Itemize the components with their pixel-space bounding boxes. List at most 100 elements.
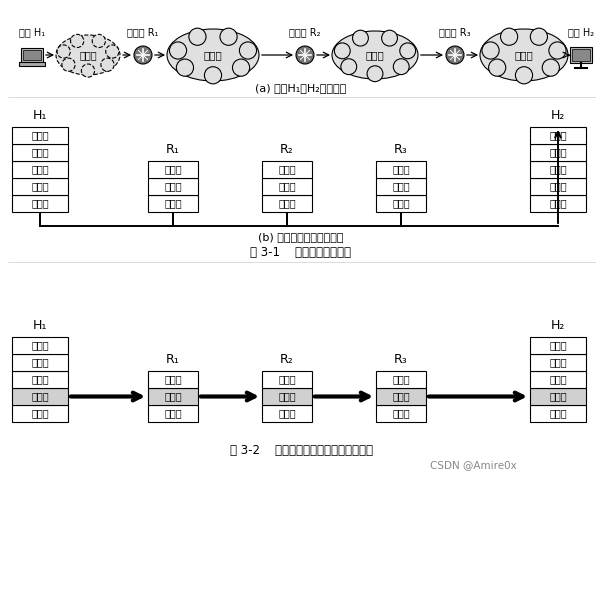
FancyBboxPatch shape bbox=[376, 178, 426, 195]
Text: 主机 H₂: 主机 H₂ bbox=[568, 27, 594, 37]
Circle shape bbox=[500, 28, 518, 45]
Circle shape bbox=[482, 42, 499, 59]
FancyBboxPatch shape bbox=[12, 161, 68, 178]
FancyBboxPatch shape bbox=[148, 161, 198, 178]
Text: 应用层: 应用层 bbox=[31, 340, 49, 351]
Text: 链路层: 链路层 bbox=[31, 392, 49, 401]
FancyBboxPatch shape bbox=[12, 388, 68, 405]
Text: 物理层: 物理层 bbox=[278, 409, 296, 418]
FancyBboxPatch shape bbox=[376, 195, 426, 212]
Circle shape bbox=[296, 46, 314, 64]
FancyBboxPatch shape bbox=[12, 178, 68, 195]
Text: 链路层: 链路层 bbox=[392, 392, 410, 401]
Circle shape bbox=[220, 28, 237, 45]
Circle shape bbox=[488, 59, 506, 76]
FancyBboxPatch shape bbox=[262, 178, 312, 195]
FancyBboxPatch shape bbox=[12, 337, 68, 354]
Text: 运输层: 运输层 bbox=[549, 148, 567, 157]
Text: 链路层: 链路层 bbox=[549, 182, 567, 192]
FancyBboxPatch shape bbox=[19, 62, 45, 66]
Text: 物理层: 物理层 bbox=[549, 198, 567, 209]
Text: 网络层: 网络层 bbox=[164, 165, 182, 174]
FancyBboxPatch shape bbox=[148, 178, 198, 195]
FancyBboxPatch shape bbox=[376, 161, 426, 178]
Circle shape bbox=[516, 66, 532, 84]
Text: R₂: R₂ bbox=[280, 353, 294, 366]
Text: 路由器 R₃: 路由器 R₃ bbox=[439, 27, 471, 37]
Text: 物理层: 物理层 bbox=[392, 409, 410, 418]
FancyBboxPatch shape bbox=[262, 371, 312, 388]
Circle shape bbox=[542, 59, 560, 76]
Text: H₁: H₁ bbox=[33, 319, 47, 332]
FancyBboxPatch shape bbox=[530, 337, 586, 354]
FancyBboxPatch shape bbox=[570, 47, 592, 63]
Text: 局域网: 局域网 bbox=[514, 50, 534, 60]
Circle shape bbox=[57, 45, 71, 58]
FancyBboxPatch shape bbox=[376, 371, 426, 388]
Text: 物理层: 物理层 bbox=[392, 198, 410, 209]
Text: 物理层: 物理层 bbox=[164, 409, 182, 418]
FancyBboxPatch shape bbox=[530, 388, 586, 405]
Text: 网络层: 网络层 bbox=[31, 375, 49, 384]
Text: 物理层: 物理层 bbox=[31, 198, 49, 209]
Text: 主机 H₁: 主机 H₁ bbox=[19, 27, 45, 37]
Text: R₁: R₁ bbox=[166, 143, 180, 156]
FancyBboxPatch shape bbox=[530, 371, 586, 388]
Text: 电话网: 电话网 bbox=[79, 50, 97, 60]
Circle shape bbox=[382, 30, 397, 46]
Text: 链路层: 链路层 bbox=[392, 182, 410, 192]
Text: R₃: R₃ bbox=[394, 353, 408, 366]
Text: 物理层: 物理层 bbox=[278, 198, 296, 209]
Circle shape bbox=[189, 28, 206, 45]
Circle shape bbox=[81, 64, 95, 77]
Ellipse shape bbox=[480, 29, 568, 81]
Text: H₂: H₂ bbox=[551, 319, 565, 332]
Text: 网络层: 网络层 bbox=[549, 165, 567, 174]
Text: 应用层: 应用层 bbox=[549, 131, 567, 140]
FancyBboxPatch shape bbox=[262, 405, 312, 422]
Circle shape bbox=[353, 30, 368, 46]
Ellipse shape bbox=[332, 31, 418, 79]
Text: 图 3-2    只考虑数据在数据链路层的流动: 图 3-2 只考虑数据在数据链路层的流动 bbox=[230, 443, 373, 456]
Circle shape bbox=[530, 28, 548, 45]
Circle shape bbox=[341, 59, 357, 74]
Ellipse shape bbox=[167, 29, 259, 81]
Circle shape bbox=[62, 58, 75, 71]
Text: (a) 主机H₁向H₂发送数据: (a) 主机H₁向H₂发送数据 bbox=[256, 83, 347, 93]
Circle shape bbox=[233, 59, 250, 76]
Circle shape bbox=[92, 34, 106, 48]
FancyBboxPatch shape bbox=[148, 405, 198, 422]
FancyBboxPatch shape bbox=[262, 161, 312, 178]
Text: 物理层: 物理层 bbox=[164, 198, 182, 209]
Text: 网络层: 网络层 bbox=[549, 375, 567, 384]
Text: 运输层: 运输层 bbox=[549, 357, 567, 367]
FancyBboxPatch shape bbox=[21, 48, 43, 62]
Text: 网络层: 网络层 bbox=[278, 375, 296, 384]
Text: 链路层: 链路层 bbox=[164, 182, 182, 192]
FancyBboxPatch shape bbox=[12, 354, 68, 371]
Circle shape bbox=[446, 46, 464, 64]
Text: 图 3-1    数据链路层的地位: 图 3-1 数据链路层的地位 bbox=[250, 245, 352, 259]
Text: 局域网: 局域网 bbox=[204, 50, 223, 60]
FancyBboxPatch shape bbox=[262, 195, 312, 212]
Text: CSDN @Amire0x: CSDN @Amire0x bbox=[430, 460, 517, 470]
Text: 路由器 R₁: 路由器 R₁ bbox=[127, 27, 159, 37]
Text: 物理层: 物理层 bbox=[31, 409, 49, 418]
Circle shape bbox=[176, 59, 194, 76]
Circle shape bbox=[335, 43, 350, 59]
Text: 链路层: 链路层 bbox=[164, 392, 182, 401]
FancyBboxPatch shape bbox=[12, 195, 68, 212]
FancyBboxPatch shape bbox=[148, 371, 198, 388]
FancyBboxPatch shape bbox=[530, 144, 586, 161]
Text: 网络层: 网络层 bbox=[392, 165, 410, 174]
FancyBboxPatch shape bbox=[12, 405, 68, 422]
Text: 链路层: 链路层 bbox=[278, 182, 296, 192]
Text: 路由器 R₂: 路由器 R₂ bbox=[289, 27, 321, 37]
FancyBboxPatch shape bbox=[376, 405, 426, 422]
FancyBboxPatch shape bbox=[148, 388, 198, 405]
Circle shape bbox=[204, 66, 221, 84]
Circle shape bbox=[101, 58, 114, 71]
Text: 应用层: 应用层 bbox=[31, 131, 49, 140]
FancyBboxPatch shape bbox=[262, 388, 312, 405]
Text: H₂: H₂ bbox=[551, 109, 565, 122]
